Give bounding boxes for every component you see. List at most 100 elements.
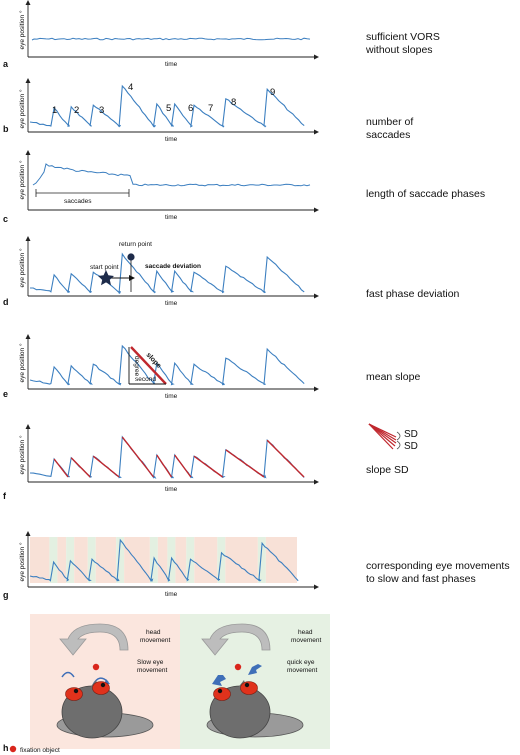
second-label: second: [135, 376, 156, 383]
start-point-star-icon: [98, 270, 114, 286]
panel-f-trace: [29, 435, 305, 480]
panel-e-y-axis-label: eye position °: [18, 343, 26, 382]
panel-a-description-line-1: sufficient VORS: [366, 31, 440, 43]
slow-phase-band: [175, 537, 187, 583]
right-pupil: [244, 682, 250, 688]
right-head-movement-label-2: movement: [291, 637, 322, 644]
panel-b-y-axis-arrowhead: [25, 78, 31, 83]
eye-position-plots: time eye position ° time eye position ° 1 2 3 4…: [18, 0, 319, 598]
panel-g-description-line-2: to slow and fast phases: [366, 573, 476, 585]
panel-e-annotations: slope degree second: [128, 346, 167, 385]
panel-label-b: b: [3, 124, 9, 134]
head-rotation-arrow-icon: [59, 623, 129, 656]
panel-e-x-axis-label: time: [165, 393, 178, 400]
saccade-number-2: 2: [74, 105, 79, 116]
saccade-deviation-arrowhead: [129, 275, 135, 281]
slow-eye-movement-label-2: movement: [137, 667, 168, 674]
saccade-number-8: 8: [231, 97, 236, 108]
quick-eye-movement-label-1: quick eye: [287, 659, 315, 666]
slope-fit-line: [266, 439, 305, 478]
head-rotation-arrow-icon: [201, 623, 271, 656]
slope-fit-line: [193, 455, 223, 478]
saccade-number-5: 5: [166, 103, 171, 114]
sd-label-2: SD: [404, 441, 418, 452]
fast-phase-band: [257, 537, 266, 583]
panel-a-x-axis-arrowhead: [314, 54, 319, 60]
slow-phase-band: [225, 537, 258, 583]
panel-label-g: g: [3, 590, 9, 600]
panel-a-y-axis-label: eye position °: [18, 10, 26, 49]
panel-b-x-axis-arrowhead: [314, 129, 319, 135]
panel-a-x-axis-label: time: [165, 61, 178, 68]
left-eye-motion-arc-icon: [61, 671, 75, 678]
panel-d-x-axis-label: time: [165, 300, 178, 307]
panel-b-description: number of saccades: [366, 116, 413, 142]
panel-label-c: c: [3, 214, 9, 224]
panel-c-y-axis-label: eye position °: [18, 160, 26, 199]
slow-phase-band: [124, 537, 150, 583]
right-eye: [240, 681, 258, 695]
slope-fit-line: [53, 458, 69, 478]
panel-b-description-line-1: number of: [366, 116, 414, 128]
slow-phase-band: [95, 537, 117, 583]
fixation-legend-dot: [9, 745, 17, 753]
quick-left-arrow-icon: [212, 675, 226, 686]
panel-e-x-axis-arrowhead: [314, 386, 319, 392]
left-head-movement-label-1: head: [146, 629, 161, 636]
panel-c-x-axis-label: time: [165, 214, 178, 221]
saccade-number-1: 1: [52, 105, 57, 116]
panel-c-trace: [32, 163, 311, 187]
panel-d-y-axis-label: eye position °: [18, 248, 26, 287]
panel-b-y-axis-label: eye position °: [18, 89, 26, 128]
left-pupil: [73, 688, 79, 694]
slow-phase-band: [74, 537, 88, 583]
panel-c-y-axis-arrowhead: [25, 150, 31, 155]
fixation-legend-label: fixation object: [20, 747, 60, 754]
right-head-movement-label-1: head: [298, 629, 313, 636]
panel-d-description-line-1: fast phase deviation: [366, 288, 460, 300]
panel-f-y-axis-label: eye position °: [18, 435, 26, 474]
panel-f-slope-fits: [53, 436, 305, 478]
left-head-movement-label-2: movement: [140, 637, 171, 644]
slow-phase-band: [265, 537, 297, 583]
panel-g-y-axis-arrowhead: [25, 531, 31, 536]
fast-phase-band: [49, 537, 58, 583]
panel-g-y-axis-label: eye position °: [18, 542, 26, 581]
panel-d-annotations: start point return point saccade deviati…: [90, 241, 201, 292]
left-eye: [213, 687, 231, 701]
panel-g-description: corresponding eye movements to slow and …: [366, 560, 510, 586]
panel-b-x-axis-label: time: [165, 136, 178, 143]
slope-fit-line: [225, 449, 265, 478]
panel-g-description-line-1: corresponding eye movements: [366, 560, 510, 572]
start-point-label: start point: [90, 264, 119, 271]
panel-f-description-line-1: slope SD: [366, 464, 409, 476]
slope-red-line: [130, 346, 167, 385]
panel-label-a: a: [3, 59, 9, 69]
slope-fit-line: [174, 454, 192, 478]
panel-e-y-axis-arrowhead: [25, 334, 31, 339]
slope-label: slope: [145, 352, 163, 370]
panel-d-description: fast phase deviation: [366, 288, 459, 301]
saccade-bracket-label: saccades: [64, 198, 92, 205]
slow-phase-band: [157, 537, 168, 583]
panel-g-x-axis-label: time: [165, 591, 178, 598]
panel-b-trace: [29, 84, 305, 128]
fast-phase-band: [217, 537, 226, 583]
slow-phase-band: [30, 537, 50, 583]
sd-fan-icon: [368, 423, 401, 450]
slow-eye-movement-illustration: [56, 623, 154, 739]
panel-g-trace: [29, 538, 299, 582]
panel-f-x-axis-arrowhead: [314, 479, 319, 485]
return-point-label: return point: [119, 241, 152, 248]
right-pupil: [100, 682, 106, 688]
return-point-dot: [127, 253, 135, 261]
panel-a-y-axis-arrowhead: [25, 0, 31, 5]
right-eye: [92, 681, 110, 695]
saccade-number-3: 3: [99, 105, 104, 116]
fast-phase-band: [116, 537, 125, 583]
panel-a-description: sufficient VORS without slopes: [366, 31, 440, 57]
slope-fit-line: [92, 455, 120, 478]
sd-label-1: SD: [404, 429, 418, 440]
panel-a-trace: [31, 37, 311, 41]
